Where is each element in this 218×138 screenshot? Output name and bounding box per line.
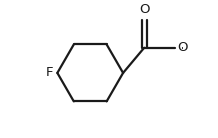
Text: O: O [177,41,187,54]
Text: F: F [46,66,53,79]
Text: O: O [139,3,150,16]
